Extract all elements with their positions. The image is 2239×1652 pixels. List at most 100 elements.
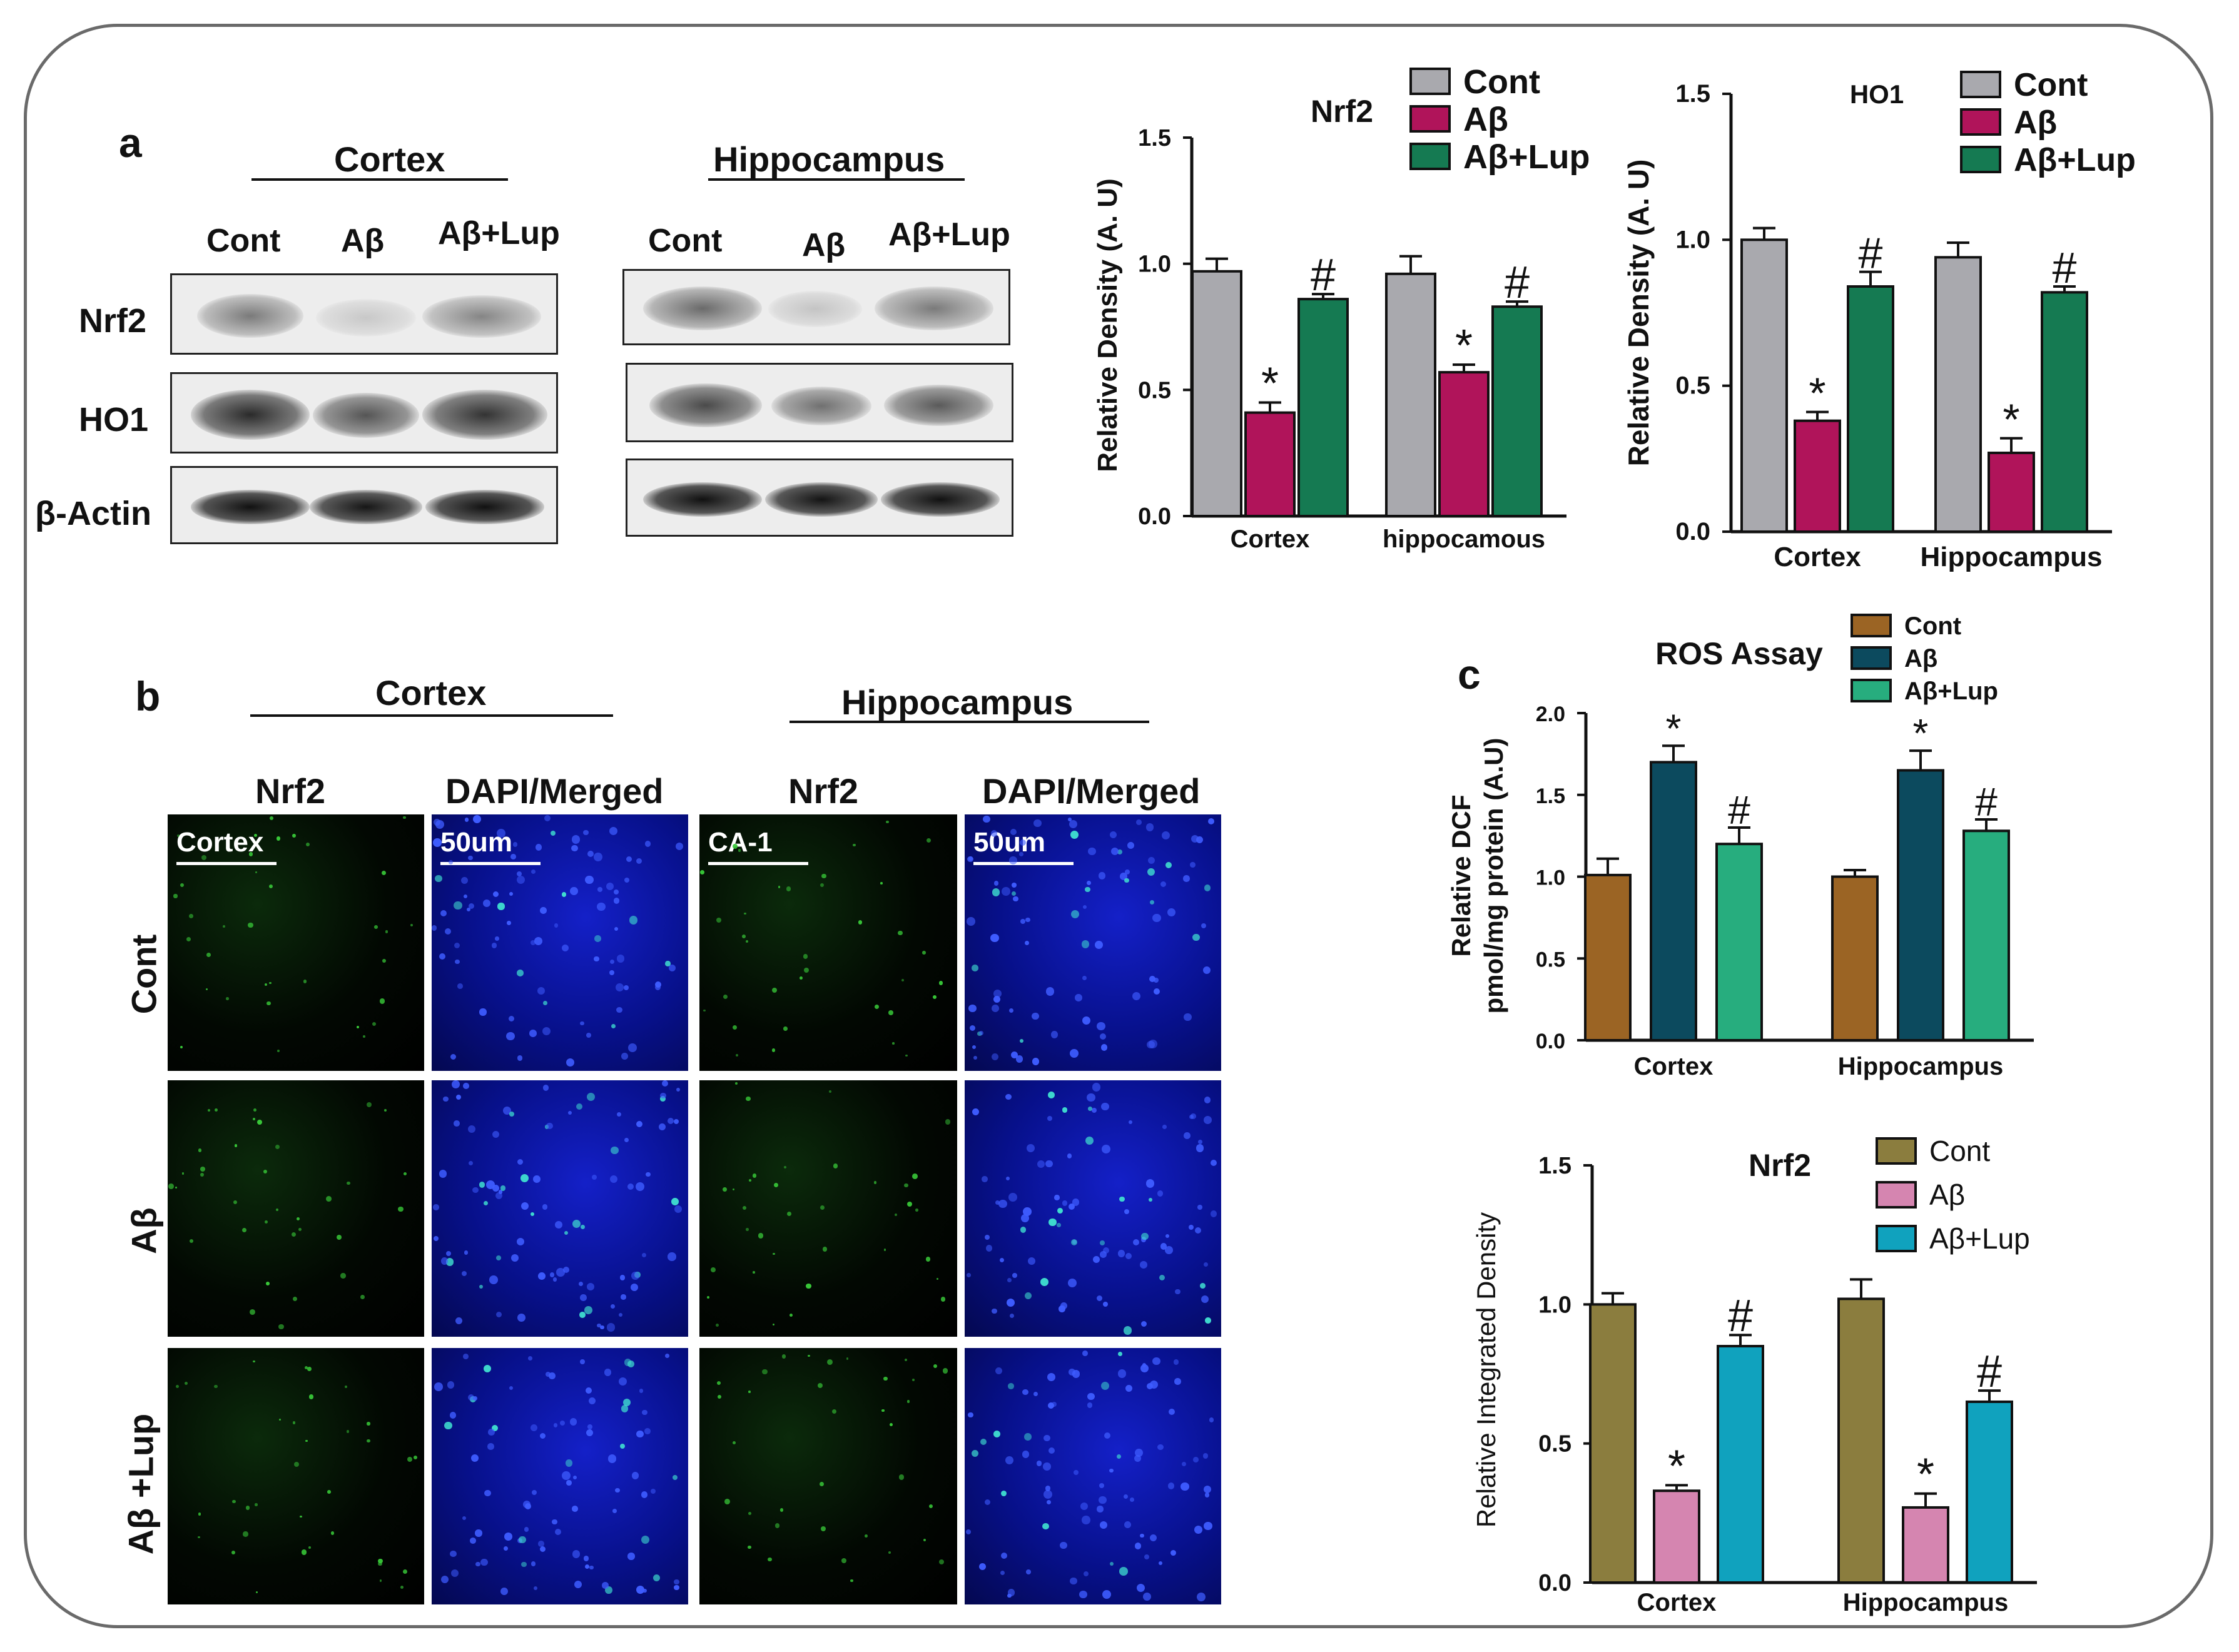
- chart3-ytick-label-1: 0.5: [1538, 1431, 1571, 1457]
- chart1-ytick-label-1: 0.5: [1675, 372, 1710, 400]
- chart0-bar-0-0: [1191, 270, 1242, 517]
- chart0-ytick-label-1: 0.5: [1138, 377, 1171, 403]
- if-image-hippo-nrf2-ablup: [699, 1348, 957, 1604]
- chart0-legend-swatch-2: [1409, 143, 1451, 170]
- chart1-bar-0-0: [1740, 238, 1788, 533]
- chart1-sig-2-0: #: [1859, 229, 1883, 278]
- chart1-legend-swatch-0: [1960, 71, 2001, 98]
- blot-region-hippocampus: Hippocampus: [713, 139, 945, 179]
- chart1-legend-label-1: Aβ: [2014, 104, 2057, 141]
- chart3-category-0: Cortex: [1637, 1589, 1717, 1616]
- chart0-bar-2-1: [1491, 305, 1543, 517]
- if-tag-scale-2: 50um: [973, 827, 1045, 858]
- chart0-ylabel: Relative Density (A. U): [1092, 178, 1123, 472]
- chart1-ylabel: Relative Density (A. U): [1622, 160, 1655, 467]
- if-col-nrf2-cortex: Nrf2: [255, 771, 326, 811]
- chart0-legend-label-0: Cont: [1463, 63, 1540, 101]
- if-image-cortex-merged-abeta: [432, 1080, 688, 1337]
- if-image-cortex-merged-cont: 50um: [432, 814, 688, 1071]
- if-image-cortex-nrf2-abeta: [168, 1080, 424, 1337]
- chart1-legend-label-2: Aβ+Lup: [2014, 142, 2136, 178]
- chart2-bar-0-0: [1584, 873, 1632, 1041]
- chart2-sig-2-1: #: [1975, 779, 1998, 824]
- if-image-cortex-merged-ablup: [432, 1348, 688, 1604]
- chart2-ytick-label-3: 1.5: [1536, 784, 1565, 808]
- protein-label-ho1: HO1: [79, 401, 149, 438]
- if-image-hippo-nrf2-abeta: [699, 1080, 957, 1337]
- chart2-legend-label-0: Cont: [1904, 612, 1961, 640]
- chart0-category-1: hippocamous: [1383, 525, 1545, 553]
- chart0-sig-1-1: *: [1455, 321, 1473, 371]
- chart2-legend-label-1: Aβ: [1904, 645, 1937, 672]
- panel-a-letter: a: [119, 119, 142, 166]
- chart2-ylabel-line2: pmol/mg protein (A.U): [1479, 738, 1508, 1014]
- chart3-bar-1-1: [1902, 1506, 1949, 1584]
- protein-label-nrf2: Nrf2: [79, 302, 147, 340]
- if-tag-ca1: CA-1: [708, 827, 773, 858]
- chart2-sig-2-0: #: [1728, 788, 1750, 833]
- if-region-hippocampus-line: [789, 721, 1149, 723]
- chart1-legend-swatch-2: [1960, 146, 2001, 173]
- chart3-legend-label-1: Aβ: [1929, 1178, 1965, 1211]
- chart0-sig-1-0: *: [1261, 359, 1279, 409]
- chart2-ytick-label-1: 0.5: [1536, 948, 1565, 971]
- figure-frame: [24, 24, 2213, 1628]
- chart3-sig-2-0: #: [1728, 1291, 1753, 1341]
- chart3-ytick-label-0: 0.0: [1538, 1570, 1571, 1596]
- chart1-bar-2-1: [2041, 291, 2088, 533]
- chart3-bar-0-0: [1589, 1303, 1637, 1584]
- chart1-sig-1-0: *: [1809, 369, 1825, 418]
- lane-label-ablup-cortex: Aβ+Lup: [438, 215, 560, 251]
- chart1-title: HO1: [1850, 79, 1904, 109]
- chart2-sig-1-1: *: [1913, 711, 1929, 756]
- blot-hippo-actin: [626, 459, 1013, 537]
- chart2-legend-swatch-1: [1851, 646, 1892, 670]
- chart1-ytick-label-0: 0.0: [1675, 518, 1710, 545]
- blot-cortex-actin: [170, 466, 558, 544]
- chart2-legend-swatch-2: [1851, 679, 1892, 702]
- lane-label-cont-hippo: Cont: [648, 223, 723, 259]
- chart0-bar-2-0: [1297, 298, 1349, 517]
- chart0-title: Nrf2: [1311, 94, 1373, 129]
- chart0-legend-label-1: Aβ: [1463, 101, 1508, 138]
- chart0-ytick-label-0: 0.0: [1138, 504, 1171, 530]
- chart0-category-0: Cortex: [1231, 525, 1310, 553]
- chart0-legend-swatch-1: [1409, 105, 1451, 133]
- chart2-sig-1-0: *: [1666, 706, 1682, 751]
- chart3-legend-swatch-2: [1876, 1225, 1917, 1252]
- chart2-legend-label-2: Aβ+Lup: [1904, 677, 1998, 705]
- blot-region-hippocampus-line: [708, 178, 965, 181]
- chart2-legend-swatch-0: [1851, 614, 1892, 637]
- chart3-ytick-label-2: 1.0: [1538, 1292, 1571, 1318]
- chart3-bar-0-1: [1837, 1297, 1885, 1584]
- blot-cortex-ho1: [170, 372, 558, 454]
- chart2-ytick-label-4: 2.0: [1536, 702, 1565, 726]
- if-image-cortex-nrf2-ablup: [168, 1348, 424, 1604]
- panel-c-letter: c: [1458, 651, 1481, 697]
- chart0-sig-2-1: #: [1505, 258, 1530, 308]
- chart3-ytick-label-3: 1.5: [1538, 1153, 1571, 1179]
- chart2-bar-2-1: [1962, 829, 2010, 1042]
- chart2-title: ROS Assay: [1655, 636, 1823, 671]
- chart3-title: Nrf2: [1749, 1148, 1811, 1183]
- chart0-legend-swatch-0: [1409, 68, 1451, 95]
- chart3-sig-2-1: #: [1977, 1347, 2002, 1397]
- if-image-hippo-merged-cont: 50um: [965, 814, 1221, 1071]
- if-col-merged-hippo: DAPI/Merged: [982, 771, 1201, 811]
- blot-hippo-nrf2: [622, 269, 1010, 345]
- chart2-category-0: Cortex: [1634, 1053, 1714, 1080]
- chart1-category-1: Hippocampus: [1921, 542, 2103, 572]
- chart3-legend-label-0: Cont: [1929, 1135, 1990, 1167]
- chart1-ytick-label-2: 1.0: [1675, 226, 1710, 253]
- chart3-sig-1-1: *: [1917, 1450, 1934, 1500]
- protein-label-actin: β-Actin: [35, 495, 151, 532]
- chart3-legend-label-2: Aβ+Lup: [1929, 1222, 2030, 1255]
- if-region-cortex-line: [250, 714, 613, 717]
- chart3-sig-1-0: *: [1668, 1441, 1685, 1491]
- panel-b-letter: b: [135, 673, 161, 719]
- chart2-bar-2-0: [1715, 843, 1763, 1041]
- chart2-category-1: Hippocampus: [1838, 1053, 2003, 1080]
- if-region-cortex: Cortex: [375, 673, 487, 712]
- chart2-ytick-label-2: 1.0: [1536, 866, 1565, 890]
- chart0-bar-1-1: [1438, 371, 1490, 517]
